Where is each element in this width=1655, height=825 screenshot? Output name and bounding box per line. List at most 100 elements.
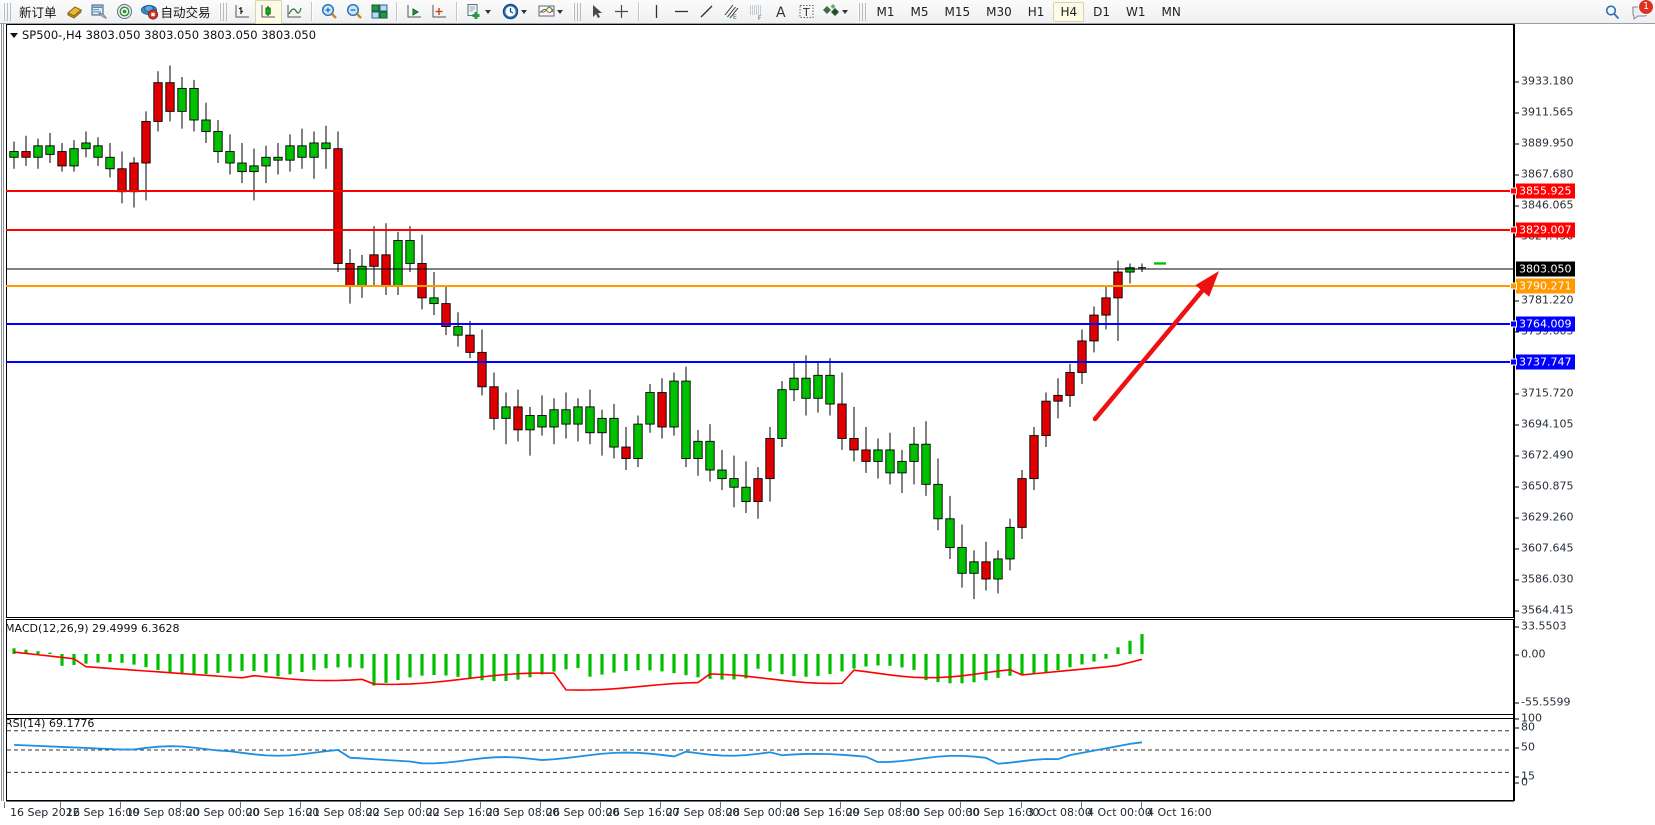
- time-tick-mark: [240, 802, 241, 808]
- price-tick: 3564.415: [1515, 603, 1574, 617]
- data-window-button[interactable]: [62, 1, 87, 23]
- search-icon[interactable]: [1603, 3, 1622, 22]
- cursor-button[interactable]: [584, 1, 609, 23]
- market-watch-icon: [90, 2, 109, 21]
- add-indicator-icon: [465, 2, 484, 21]
- market-watch-button[interactable]: [87, 1, 112, 23]
- time-tick: 16 Sep 16:00: [66, 806, 140, 819]
- macd-pane[interactable]: [6, 619, 1514, 719]
- shift-end-button[interactable]: [402, 1, 427, 23]
- svg-text:T: T: [802, 6, 810, 19]
- timeframe-m5[interactable]: M5: [910, 4, 929, 19]
- timeframe-w1[interactable]: W1: [1126, 4, 1146, 19]
- price-tick: 3715.720: [1515, 386, 1574, 400]
- price-level-label-last-price[interactable]: 3803.050: [1516, 261, 1575, 277]
- text-button[interactable]: A: [769, 1, 794, 23]
- price-tick: 3650.875: [1515, 479, 1574, 493]
- price-level-label-resistance-1[interactable]: 3855.925: [1516, 183, 1575, 199]
- toolbar-grip-3[interactable]: [572, 2, 581, 21]
- trendline-button[interactable]: [694, 1, 719, 23]
- price-level-label-resistance-2[interactable]: 3829.007: [1516, 222, 1575, 238]
- add-indicator-button[interactable]: [462, 1, 498, 23]
- rsi-pane[interactable]: [6, 714, 1514, 801]
- toolbar-grip-4[interactable]: [857, 2, 866, 21]
- vertical-line-button[interactable]: [644, 1, 669, 23]
- svg-text:A: A: [776, 5, 786, 21]
- chart-left-grip[interactable]: [0, 24, 5, 801]
- price-axis[interactable]: 3933.180 3911.565 3889.950 3867.680 3846.065…: [1510, 24, 1655, 801]
- data-window-icon: [65, 2, 84, 21]
- price-level-handle[interactable]: [1510, 320, 1517, 328]
- candlestick-chart-button[interactable]: [254, 0, 282, 24]
- timeframe-h1[interactable]: H1: [1027, 4, 1045, 19]
- bar-chart-button[interactable]: [230, 1, 255, 23]
- time-tick-mark: [4, 802, 5, 808]
- chevron-down-icon-2[interactable]: [520, 9, 527, 14]
- macd-tick: 0.00: [1515, 647, 1546, 661]
- time-axis[interactable]: 16 Sep 2022 16 Sep 16:00 19 Sep 08:00 20 Se…: [4, 801, 1514, 825]
- price-level-handle[interactable]: [1510, 358, 1517, 366]
- horizontal-line-button[interactable]: [669, 1, 694, 23]
- toolbar-grip-2[interactable]: [218, 2, 227, 21]
- timeframe-mn[interactable]: MN: [1161, 4, 1181, 19]
- time-tick: 21 Sep 08:00: [306, 806, 380, 819]
- price-tick: 3889.950: [1515, 136, 1574, 150]
- time-tick: 4 Oct 00:00: [1087, 806, 1152, 819]
- timeframe-m1[interactable]: M1: [876, 4, 895, 19]
- fibonacci-button[interactable]: F: [744, 1, 769, 23]
- rsi-tick: 50: [1515, 740, 1535, 754]
- navigator-button[interactable]: [112, 1, 137, 23]
- timeframe-d1[interactable]: D1: [1093, 4, 1110, 19]
- toolbar-grip[interactable]: [3, 2, 11, 21]
- zoom-in-button[interactable]: [317, 1, 342, 23]
- price-level-label-pivot[interactable]: 3790.271: [1516, 278, 1575, 294]
- time-tick: 23 Sep 08:00: [486, 806, 560, 819]
- collapse-triangle-icon[interactable]: [10, 33, 18, 38]
- price-tick: 3933.180: [1515, 74, 1574, 88]
- vertical-line-icon: [647, 2, 666, 21]
- autotrading-button[interactable]: 自动交易: [137, 1, 216, 23]
- chat-icon[interactable]: 1: [1630, 0, 1654, 22]
- zoom-out-button[interactable]: [342, 1, 367, 23]
- objects-button[interactable]: [819, 1, 855, 23]
- text-label-button[interactable]: T: [794, 1, 819, 23]
- timeframe-h4[interactable]: H4: [1053, 1, 1085, 22]
- period-icon: [501, 2, 520, 21]
- auto-scroll-button[interactable]: [427, 1, 452, 23]
- line-chart-button[interactable]: [282, 1, 307, 23]
- toolbar-separator-4: [637, 2, 640, 21]
- price-tick: 3846.065: [1515, 198, 1574, 212]
- autotrading-icon: [140, 2, 159, 21]
- price-level-handle[interactable]: [1510, 187, 1517, 195]
- time-tick-mark: [180, 802, 181, 808]
- period-button[interactable]: [498, 1, 534, 23]
- chevron-down-icon-4[interactable]: [841, 9, 848, 14]
- time-tick-mark: [60, 802, 61, 808]
- chart-canvas[interactable]: [6, 24, 1514, 801]
- rsi-tick: 80: [1515, 720, 1535, 734]
- price-level-label-support-1[interactable]: 3764.009: [1516, 316, 1575, 332]
- equidistant-channel-button[interactable]: E: [719, 1, 744, 23]
- toolbar-right-group: 1: [1603, 0, 1654, 24]
- price-tick: 3672.490: [1515, 448, 1574, 462]
- time-tick: 20 Sep 00:00: [186, 806, 260, 819]
- chevron-down-icon[interactable]: [484, 9, 491, 14]
- price-level-label-support-2[interactable]: 3737.747: [1516, 354, 1575, 370]
- time-tick-mark: [1021, 802, 1022, 808]
- time-tick: 4 Oct 16:00: [1147, 806, 1212, 819]
- new-order-label: 新订单: [19, 5, 57, 20]
- templates-button[interactable]: [534, 1, 570, 23]
- macd-tick: -55.5599: [1514, 695, 1571, 709]
- crosshair-button[interactable]: [609, 1, 634, 23]
- tile-windows-button[interactable]: [367, 1, 392, 23]
- time-tick-mark: [780, 802, 781, 808]
- timeframe-m15[interactable]: M15: [944, 4, 971, 19]
- chevron-down-icon-3[interactable]: [556, 9, 563, 14]
- rsi-title: RSI(14) 69.1776: [5, 717, 95, 730]
- trendline-icon: [697, 2, 716, 21]
- price-level-handle[interactable]: [1510, 226, 1517, 234]
- timeframe-m30[interactable]: M30: [986, 4, 1012, 19]
- chart-area[interactable]: SP500-,H4 3803.050 3803.050 3803.050 380…: [0, 24, 1655, 825]
- price-level-handle[interactable]: [1510, 282, 1517, 290]
- new-order-button[interactable]: 新订单: [14, 1, 62, 23]
